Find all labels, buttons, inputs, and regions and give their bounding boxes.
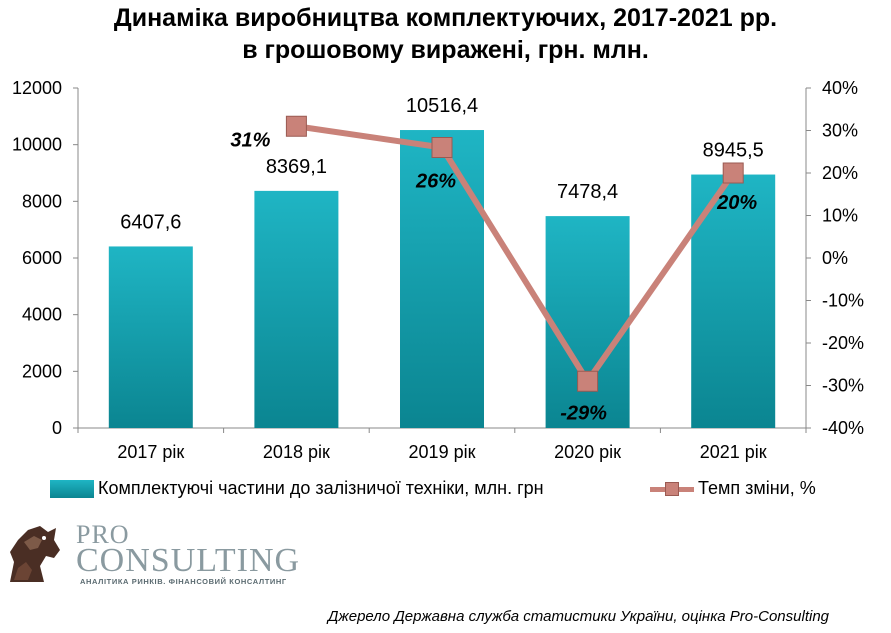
legend-line-label: Темп зміни, %	[698, 478, 816, 498]
left-tick-label: 0	[52, 418, 62, 438]
bar	[254, 190, 339, 428]
left-tick-label: 6000	[22, 248, 62, 268]
legend-item-line: Темп зміни, %	[650, 478, 816, 499]
bar	[400, 130, 484, 428]
legend-line-swatch	[650, 480, 694, 498]
growth-rate-label: -29%	[560, 402, 607, 424]
right-tick-label: -30%	[822, 376, 864, 396]
bar-value-label: 6407,6	[120, 211, 181, 233]
legend-bar-swatch	[50, 479, 94, 498]
left-tick-label: 8000	[22, 191, 62, 211]
bar-value-label: 8369,1	[266, 156, 327, 178]
x-tick-label: 2021 рік	[700, 442, 767, 462]
left-tick-label: 12000	[12, 78, 62, 98]
x-tick-label: 2018 рік	[263, 442, 330, 462]
growth-rate-marker	[577, 370, 599, 392]
growth-rate-label: 20%	[716, 192, 757, 214]
bar	[108, 246, 193, 428]
source-note: Джерело Державна служба статистики Украї…	[327, 608, 829, 625]
left-tick-label: 2000	[22, 361, 62, 381]
combo-chart: 0 2000 4000 6000 8000 10000 12000 -40% -30% -20% -…	[12, 78, 864, 462]
right-tick-label: -40%	[822, 418, 864, 438]
x-tick-label: 2017 рік	[117, 442, 184, 462]
right-tick-label: -20%	[822, 333, 864, 353]
growth-rate-marker	[431, 137, 453, 158]
x-tick-label: 2019 рік	[409, 442, 476, 462]
legend-bar-label: Комплектуючі частини до залізничої техні…	[98, 478, 544, 498]
logo-pro-text: PRO	[76, 520, 130, 549]
horse-logo-icon	[4, 522, 66, 586]
growth-rate-marker	[722, 162, 744, 184]
growth-rate-label: 26%	[415, 171, 456, 193]
growth-rate-line	[295, 123, 736, 385]
right-tick-label: 40%	[822, 78, 858, 98]
growth-rate-label: 31%	[230, 129, 270, 151]
logo-consulting-text: CONSULTING	[76, 542, 301, 579]
growth-rate-marker	[285, 115, 307, 137]
right-tick-label: 10%	[822, 206, 858, 226]
chart-legend: Комплектуючі частини до залізничої техні…	[50, 478, 870, 504]
right-tick-label: 30%	[822, 121, 858, 141]
left-tick-label: 10000	[12, 135, 62, 155]
right-tick-label: 0%	[822, 248, 848, 268]
bar-value-label: 8945,5	[703, 140, 764, 162]
logo-subtitle: АНАЛІТИКА РИНКІВ. ФІНАНСОВИЙ КОНСАЛТИНГ	[80, 577, 287, 586]
bar	[545, 216, 630, 428]
legend-item-bars: Комплектуючі частини до залізничої техні…	[50, 478, 544, 499]
chart-title-line-2: в грошовому виражені, грн. млн.	[242, 36, 649, 64]
right-tick-label: -10%	[822, 291, 864, 311]
right-tick-label: 20%	[822, 163, 858, 183]
chart-title-line-1: Динаміка виробництва комплектуючих, 2017…	[113, 4, 778, 32]
bar-value-label: 7478,4	[557, 181, 618, 203]
x-tick-label: 2020 рік	[554, 442, 621, 462]
pro-consulting-logo: PRO CONSULTING АНАЛІТИКА РИНКІВ. ФІНАНСО…	[4, 520, 304, 590]
chart-title: Динаміка виробництва комплектуючих, 2017…	[0, 2, 891, 66]
left-tick-label: 4000	[22, 305, 62, 325]
bar-value-label: 10516,4	[406, 95, 478, 117]
